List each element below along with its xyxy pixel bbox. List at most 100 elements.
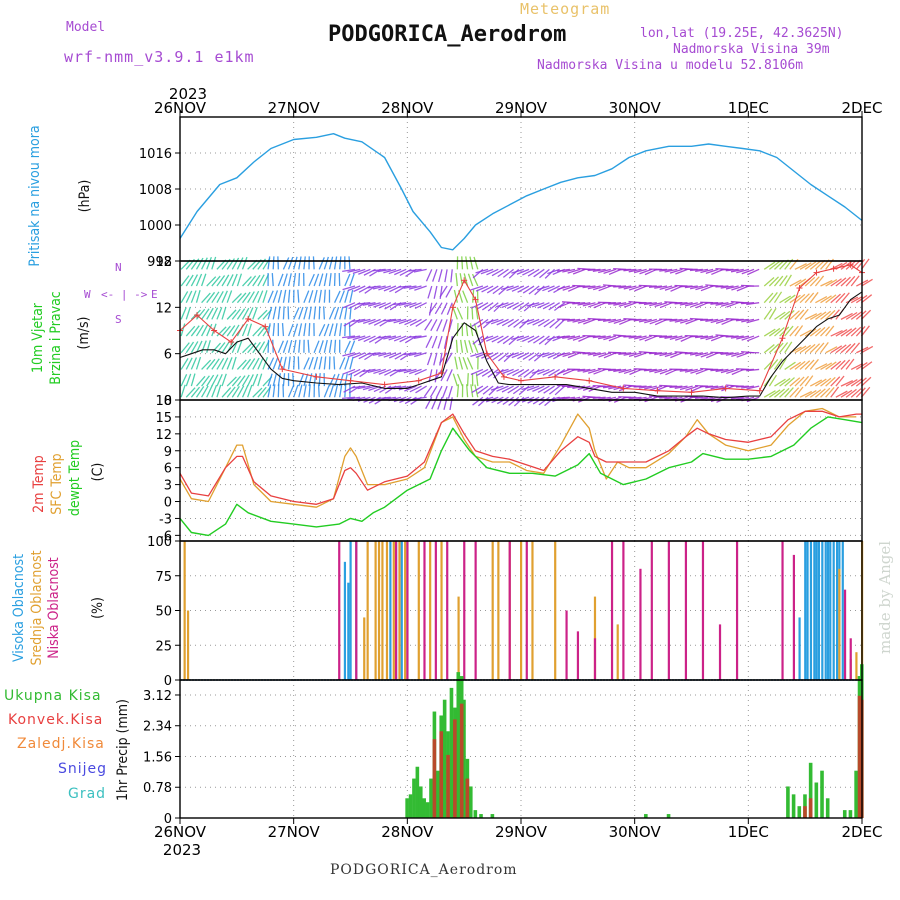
wind-barb bbox=[393, 335, 407, 342]
wind-barb bbox=[252, 341, 261, 354]
low-cloud-bar bbox=[508, 541, 511, 680]
wind-barb bbox=[779, 377, 791, 387]
wind-barb bbox=[628, 352, 642, 357]
wind-barb bbox=[794, 263, 807, 270]
wind-barb bbox=[804, 359, 815, 370]
wind-barb bbox=[608, 385, 622, 390]
wind-barb bbox=[809, 358, 819, 370]
wind-barb bbox=[368, 318, 381, 325]
wind-barb bbox=[211, 275, 221, 287]
wind-barb bbox=[247, 374, 254, 387]
y-tick-label: 18 bbox=[155, 394, 172, 409]
wind-barb bbox=[318, 257, 325, 270]
total-precip-bar bbox=[666, 814, 671, 818]
wind-barb bbox=[431, 335, 438, 349]
wind-barb bbox=[201, 292, 211, 304]
wind-barb bbox=[241, 307, 250, 320]
wind-barb bbox=[799, 262, 812, 270]
wind-barb bbox=[287, 289, 291, 303]
wind-barb bbox=[588, 302, 601, 308]
wind-barb bbox=[282, 340, 289, 353]
low-cloud-bar bbox=[610, 541, 614, 680]
wind-barb bbox=[452, 373, 458, 387]
wind-barb bbox=[317, 384, 320, 398]
wind-barb bbox=[353, 352, 366, 359]
wind-barb bbox=[347, 285, 361, 292]
wind-barb bbox=[328, 323, 334, 337]
wind-barb bbox=[506, 352, 519, 358]
wind-barb bbox=[736, 396, 750, 401]
wind-barb bbox=[434, 302, 443, 315]
wind-barb bbox=[649, 302, 663, 307]
wind-barb bbox=[308, 273, 315, 287]
wind-barb bbox=[674, 368, 688, 371]
wind-barb bbox=[344, 290, 350, 303]
wind-barb bbox=[195, 324, 204, 337]
wind-barb bbox=[502, 396, 514, 406]
wind-barb bbox=[211, 384, 218, 398]
wind-barb bbox=[675, 268, 688, 275]
wind-barb bbox=[476, 302, 489, 310]
wind-barb bbox=[850, 326, 862, 337]
low-cloud-bar bbox=[434, 541, 437, 680]
wind-barb bbox=[445, 285, 453, 298]
wind-barb bbox=[784, 325, 794, 337]
wind-barb bbox=[257, 341, 266, 354]
y-tick-label: -6 bbox=[159, 529, 172, 544]
wind-barb bbox=[511, 285, 525, 292]
wind-barb bbox=[236, 273, 243, 287]
wind-barb bbox=[348, 368, 361, 376]
wind-barb bbox=[318, 273, 324, 287]
wind-barb bbox=[437, 335, 443, 349]
wind-barb bbox=[456, 384, 460, 398]
wind-barb bbox=[262, 356, 269, 370]
wind-barb bbox=[247, 291, 255, 304]
wind-barb bbox=[333, 256, 338, 270]
wind-barb bbox=[572, 302, 586, 305]
wind-barb bbox=[557, 368, 571, 375]
wind-barb bbox=[679, 302, 693, 306]
x-tick-label-top: 28NOV bbox=[381, 99, 434, 117]
wind-barb bbox=[195, 290, 201, 303]
wind-barb bbox=[784, 274, 792, 287]
wind-barb bbox=[480, 268, 494, 275]
wind-barb bbox=[195, 356, 202, 370]
wind-barb bbox=[618, 285, 632, 289]
wind-barb bbox=[492, 352, 504, 361]
wind-barb bbox=[308, 323, 311, 337]
wind-barb bbox=[485, 318, 499, 324]
wind-barb bbox=[408, 268, 422, 272]
wind-dir-w: W bbox=[84, 288, 91, 301]
wind-barb bbox=[542, 368, 555, 376]
wind-barb bbox=[349, 289, 354, 303]
wind-barb bbox=[440, 369, 448, 382]
wind-barb bbox=[281, 323, 285, 337]
wind-barb bbox=[393, 318, 407, 324]
wind-barb bbox=[206, 385, 213, 398]
wind-barb bbox=[715, 302, 729, 306]
wind-barb bbox=[533, 268, 545, 278]
wind-barb bbox=[603, 335, 617, 341]
high-cloud-bar bbox=[829, 541, 832, 680]
wind-barb bbox=[587, 285, 601, 290]
wind-barb bbox=[804, 375, 814, 387]
wind-barb bbox=[333, 356, 336, 370]
wind-barb bbox=[318, 289, 322, 303]
wind-barb bbox=[344, 356, 350, 370]
wind-barb bbox=[763, 328, 776, 337]
wind-barb bbox=[531, 302, 545, 308]
wind-barb bbox=[413, 396, 427, 400]
wind-barb bbox=[659, 335, 673, 339]
wind-barb bbox=[497, 335, 509, 344]
wind-barb bbox=[388, 335, 402, 341]
wind-barb bbox=[180, 374, 188, 387]
wind-barb bbox=[633, 335, 647, 340]
wind-barb bbox=[547, 285, 560, 293]
mid-cloud-bar bbox=[417, 541, 420, 680]
total-precip-bar bbox=[842, 810, 847, 818]
wind-barb bbox=[443, 397, 448, 410]
wind-barb bbox=[741, 385, 755, 389]
wind-barb bbox=[353, 285, 366, 293]
wind-barb bbox=[444, 269, 448, 283]
wind-barb bbox=[774, 311, 786, 320]
